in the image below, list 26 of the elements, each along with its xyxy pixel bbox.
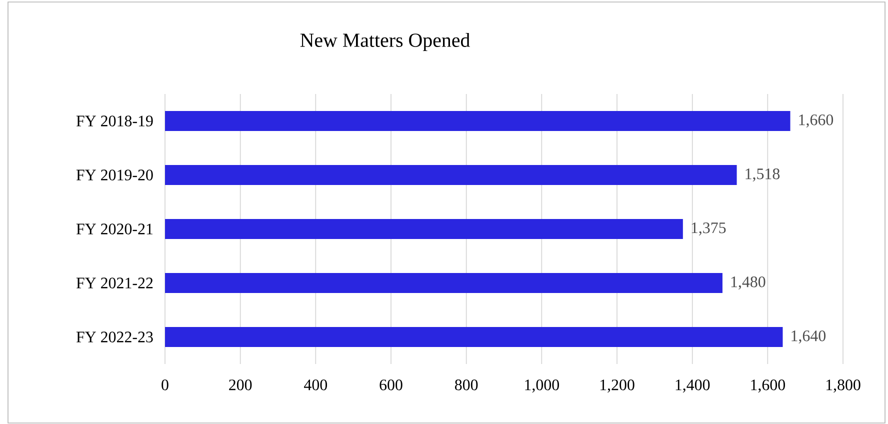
bar: [165, 273, 722, 294]
x-tick-label: 1,600: [751, 380, 785, 393]
x-tick-label: 200: [229, 380, 252, 390]
bar: [165, 327, 783, 348]
y-tick-label: FY 2021-22: [76, 278, 153, 288]
x-tick-label: 1,400: [676, 380, 710, 393]
bar: [165, 165, 737, 185]
x-tick-label: 1,200: [600, 380, 634, 393]
y-tick-label: FY 2019-20: [76, 170, 153, 180]
data-label: 1,518: [746, 168, 780, 182]
data-label: 1,660: [799, 114, 834, 128]
x-tick-label: 400: [304, 380, 328, 390]
x-tick-label: 1,800: [826, 380, 860, 393]
x-tick-label: 600: [380, 380, 402, 390]
chart-title: New Matters Opened: [300, 32, 470, 52]
y-tick-label: FY 2020-21: [76, 224, 153, 234]
y-tick-label: FY 2022-23: [76, 332, 153, 342]
data-label: 1,640: [792, 330, 826, 344]
data-label: 1,480: [731, 276, 766, 290]
data-label: 1,375: [692, 222, 726, 236]
bar: [165, 219, 683, 240]
y-tick-label: FY 2018-19: [76, 116, 153, 126]
bar: [165, 111, 790, 131]
x-tick-label: 800: [454, 380, 478, 390]
x-tick-label: 1,000: [525, 380, 559, 393]
x-tick-label: 0: [162, 380, 168, 390]
